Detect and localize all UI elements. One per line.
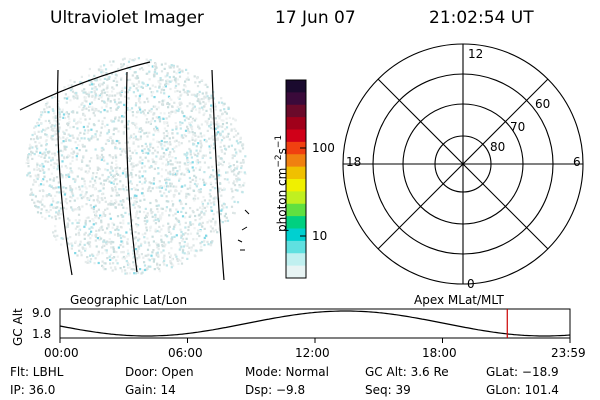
graticule-fragment (237, 209, 250, 251)
graticule-line-3 (211, 69, 225, 281)
info-glat: GLat: −18.9 (486, 365, 559, 379)
date-label: 17 Jun 07 (275, 8, 356, 28)
lat-label-60: 60 (535, 97, 551, 111)
timeline-ytick-9: 9.0 (32, 306, 52, 320)
graticule-line-2 (125, 71, 138, 273)
info-glon: GLon: 101.4 (486, 383, 559, 397)
geographic-label: Geographic Lat/Lon (70, 293, 188, 307)
info-seq: Seq: 39 (365, 383, 411, 397)
mlt-label-12: 12 (468, 47, 484, 61)
lat-label-80: 80 (490, 140, 506, 154)
timeline-ylabel: GC Alt (11, 308, 25, 346)
info-door: Door: Open (125, 365, 194, 379)
colorbar-frame (285, 79, 307, 279)
polar-diagonal-2 (377, 78, 549, 250)
mlt-label-6: 6 (573, 155, 581, 169)
mlt-label-0: 0 (467, 277, 475, 291)
graticule-line-top (19, 61, 151, 111)
info-dsp: Dsp: −9.8 (245, 383, 306, 397)
colorbar-tick-label-100: 100 (312, 141, 335, 155)
apex-label: Apex MLat/MLT (414, 293, 504, 307)
mlt-label-18: 18 (346, 155, 362, 169)
altitude-curve (59, 310, 571, 337)
timeline-xtick-label-4: 23:59 (551, 346, 586, 360)
timeline-xticks (59, 338, 571, 343)
timeline-xtick-label-0: 00:00 (44, 346, 79, 360)
timeline-xtick-label-1: 06:00 (168, 346, 203, 360)
timeline-xtick-label-3: 18:00 (422, 346, 457, 360)
info-gain: Gain: 14 (125, 383, 176, 397)
timeline-ytick-1.8: 1.8 (32, 327, 52, 341)
colorbar-tick-label-10: 10 (312, 229, 328, 243)
timeline-xtick-label-2: 12:00 (295, 346, 330, 360)
lat-label-70: 70 (510, 120, 526, 134)
colorbar-gradient (286, 80, 306, 279)
info-mode: Mode: Normal (245, 365, 329, 379)
timeline-frame (59, 308, 571, 339)
info-ip: IP: 36.0 (10, 383, 56, 397)
time-label: 21:02:54 UT (429, 8, 534, 28)
info-flt: Flt: LBHL (10, 365, 64, 379)
auroral-speckle (25, 57, 247, 275)
info-gcalt: GC Alt: 3.6 Re (365, 365, 449, 379)
instrument-title: Ultraviolet Imager (50, 8, 204, 28)
graticule-line-1 (56, 69, 73, 276)
